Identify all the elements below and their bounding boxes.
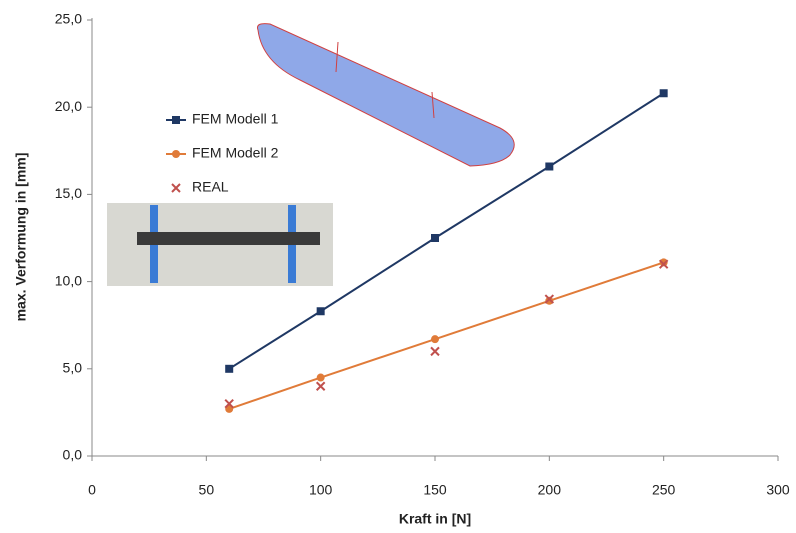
data-point	[431, 234, 439, 242]
legend-marker	[172, 184, 180, 192]
legend-marker	[172, 116, 180, 124]
chart: Kraft in [N] max. Verformung in [mm] 0,0…	[0, 0, 796, 533]
y-tick-label: 0,0	[63, 447, 83, 463]
data-point	[431, 335, 439, 343]
x-tick-label: 150	[423, 482, 447, 498]
data-point	[225, 365, 233, 373]
legend-label: REAL	[192, 179, 229, 195]
y-axis-title: max. Verformung in [mm]	[13, 153, 29, 322]
x-axis-title: Kraft in [N]	[399, 511, 471, 527]
legend-marker	[172, 150, 180, 158]
data-point	[317, 374, 325, 382]
data-point	[660, 89, 668, 97]
y-tick-label: 20,0	[55, 98, 82, 114]
data-point	[431, 347, 439, 355]
fem-model-picture	[258, 24, 515, 166]
data-point	[317, 307, 325, 315]
data-point	[317, 382, 325, 390]
x-tick-label: 0	[88, 482, 96, 498]
test-photo	[107, 203, 333, 286]
y-tick-label: 15,0	[55, 185, 82, 201]
x-tick-label: 250	[652, 482, 676, 498]
x-tick-label: 50	[199, 482, 215, 498]
legend-label: FEM Modell 2	[192, 145, 279, 161]
legend-label: FEM Modell 1	[192, 111, 279, 127]
x-tick-label: 100	[309, 482, 333, 498]
y-tick-label: 5,0	[63, 360, 83, 376]
y-tick-label: 25,0	[55, 11, 82, 27]
x-tick-label: 300	[766, 482, 790, 498]
x-tick-label: 200	[538, 482, 562, 498]
data-point	[545, 162, 553, 170]
page: Kraft in [N] max. Verformung in [mm] 0,0…	[0, 0, 796, 533]
y-tick-label: 10,0	[55, 272, 82, 288]
